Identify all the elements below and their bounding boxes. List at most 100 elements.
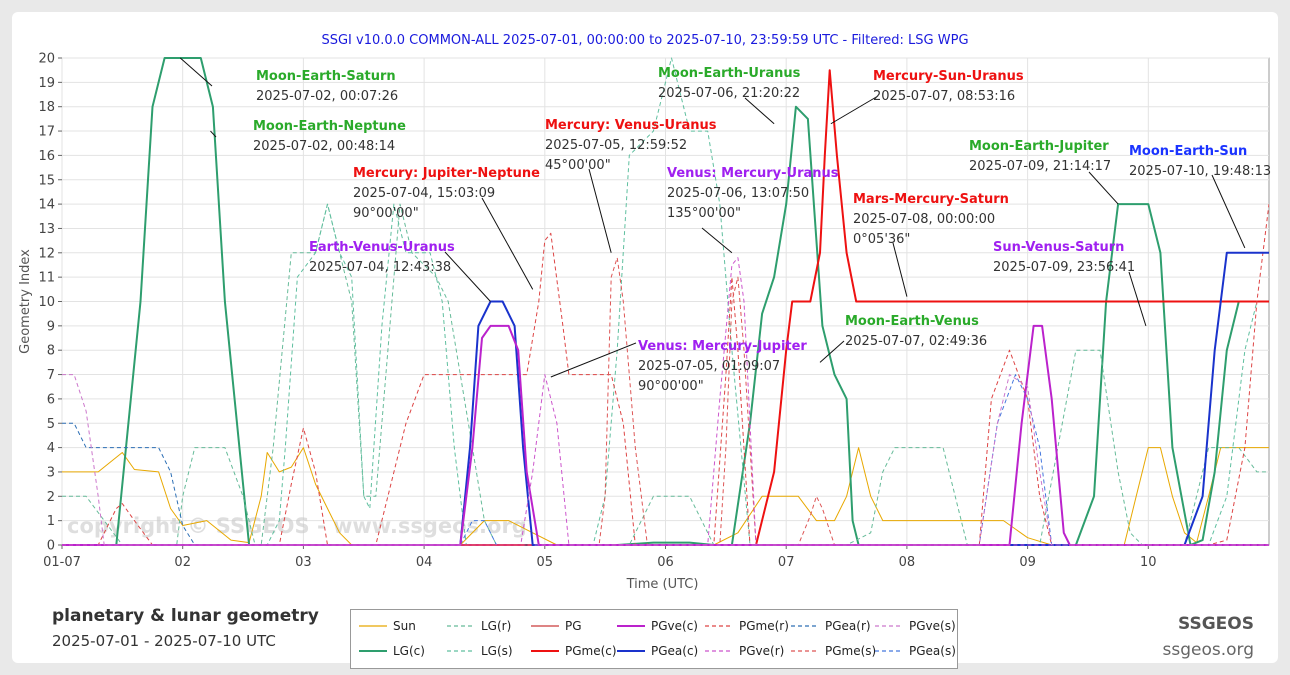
legend-swatch (617, 650, 645, 652)
annotation-title: Venus: Mercury-Jupiter (638, 339, 807, 354)
y-tick-label: 10 (38, 295, 55, 310)
annotation-detail: 90°00'00" (638, 379, 704, 394)
annotation-leader (1128, 271, 1147, 326)
legend-swatch (791, 650, 819, 652)
series-line-pgve-r (62, 257, 1269, 546)
legend-label: PG (565, 619, 582, 633)
chart-legend: Sun LG(r) PG PGve(c) PGme(r) PGea(r) PGve(s) LG… (350, 609, 958, 669)
series-group (62, 57, 1269, 546)
legend-item: PGme(s) (789, 643, 877, 659)
annotation-leader (210, 130, 217, 138)
annotation-detail: 2025-07-07, 08:53:16 (873, 89, 1015, 104)
y-tick-label: 12 (38, 246, 55, 261)
annotation-title: Moon-Earth-Sun (1129, 144, 1247, 159)
legend-label: LG(c) (393, 644, 425, 658)
y-tick-label: 15 (38, 173, 55, 188)
x-tick-label: 01-07 (43, 555, 81, 570)
annotation-title: Moon-Earth-Venus (845, 314, 979, 329)
footer-brand: SSGEOS (1178, 614, 1254, 634)
geometry-index-chart: SSGI v10.0.0 COMMON-ALL 2025-07-01, 00:0… (18, 33, 1271, 592)
legend-swatch (447, 650, 475, 652)
annotation-detail: 90°00'00" (353, 206, 419, 221)
legend-label: PGve(s) (909, 619, 956, 633)
x-tick-label: 08 (899, 555, 916, 570)
annotation-title: Mercury: Venus-Uranus (545, 118, 717, 133)
annotation-detail: 2025-07-05, 12:59:52 (545, 138, 687, 153)
legend-label: PGea(s) (909, 644, 956, 658)
legend-label: PGme(r) (739, 619, 789, 633)
x-tick-label: 02 (174, 555, 191, 570)
annotation-leader (588, 168, 612, 253)
legend-swatch (791, 625, 819, 627)
annotation-title: Moon-Earth-Saturn (256, 69, 396, 84)
y-tick-label: 1 (47, 514, 55, 529)
annotation-detail: 2025-07-09, 21:14:17 (969, 159, 1111, 174)
legend-swatch (359, 650, 387, 652)
legend-label: PGea(r) (825, 619, 871, 633)
annotation-detail: 0°05'36" (853, 232, 910, 247)
legend-item: PG (529, 618, 615, 634)
annotation-detail: 2025-07-08, 00:00:00 (853, 212, 995, 227)
legend-swatch (875, 650, 903, 652)
chart-frame: SSGI v10.0.0 COMMON-ALL 2025-07-01, 00:0… (12, 12, 1278, 669)
legend-item: Sun (357, 618, 443, 634)
annotation-leader (1088, 171, 1119, 205)
annotation-detail: 2025-07-04, 12:43:38 (309, 260, 451, 275)
series-line-pgme-r (62, 204, 1269, 546)
annotation-leader (744, 97, 775, 125)
annotation-leader (179, 57, 213, 87)
legend-item: LG(r) (445, 618, 531, 634)
legend-item: PGme(r) (703, 618, 789, 634)
y-tick-label: 2 (47, 490, 55, 505)
legend-swatch (531, 625, 559, 627)
y-axis-label: Geometry Index (18, 249, 33, 354)
footer-site: ssgeos.org (1162, 640, 1254, 660)
legend-swatch (705, 650, 733, 652)
annotation-detail: 2025-07-06, 13:07:50 (667, 186, 809, 201)
legend-item: PGea(r) (789, 618, 875, 634)
legend-swatch (875, 625, 903, 627)
legend-label: LG(r) (481, 619, 512, 633)
footer-title: planetary & lunar geometry (52, 606, 319, 626)
annotation-detail: 2025-07-02, 00:48:14 (253, 139, 395, 154)
annotation-detail: 2025-07-09, 23:56:41 (993, 260, 1135, 275)
legend-item: PGea(c) (615, 643, 701, 659)
legend-swatch (705, 625, 733, 627)
legend-label: PGme(c) (565, 644, 617, 658)
legend-label: PGve(c) (651, 619, 698, 633)
legend-swatch (359, 625, 387, 627)
y-tick-label: 16 (38, 149, 55, 164)
annotation-title: Mercury: Jupiter-Neptune (353, 166, 540, 181)
x-tick-label: 07 (778, 555, 795, 570)
annotation-title: Earth-Venus-Uranus (309, 240, 455, 255)
y-tick-label: 0 (47, 539, 55, 554)
y-tick-label: 19 (38, 76, 55, 91)
legend-label: PGme(s) (825, 644, 877, 658)
y-tick-label: 6 (47, 392, 55, 407)
x-axis-label: Time (UTC) (626, 577, 699, 592)
annotation-detail: 135°00'00" (667, 206, 741, 221)
annotation-detail: 2025-07-02, 00:07:26 (256, 89, 398, 104)
y-tick-label: 5 (47, 417, 55, 432)
legend-label: Sun (393, 619, 416, 633)
annotation-title: Moon-Earth-Uranus (658, 66, 801, 81)
legend-item: PGme(c) (529, 643, 617, 659)
series-line-lg-r (62, 203, 1269, 546)
legend-label: PGve(r) (739, 644, 785, 658)
annotation-title: Venus: Mercury-Uranus (667, 166, 839, 181)
series-line-pgve-s (62, 374, 1269, 546)
annotation-leader (481, 197, 534, 290)
series-line-pgve-c (62, 324, 1269, 546)
legend-item: PGea(s) (873, 643, 959, 659)
annotation-detail: 2025-07-06, 21:20:22 (658, 86, 800, 101)
y-tick-label: 18 (38, 100, 55, 115)
watermark: copyright © SSGEOS - www.ssgeos.org (67, 514, 527, 538)
x-tick-label: 10 (1140, 555, 1157, 570)
y-tick-label: 8 (47, 344, 55, 359)
y-tick-label: 7 (47, 368, 55, 383)
x-tick-label: 05 (537, 555, 554, 570)
annotation-leader (1211, 174, 1246, 249)
x-tick-label: 09 (1019, 555, 1036, 570)
annotation-leader (830, 95, 879, 125)
annotation-title: Mercury-Sun-Uranus (873, 69, 1024, 84)
